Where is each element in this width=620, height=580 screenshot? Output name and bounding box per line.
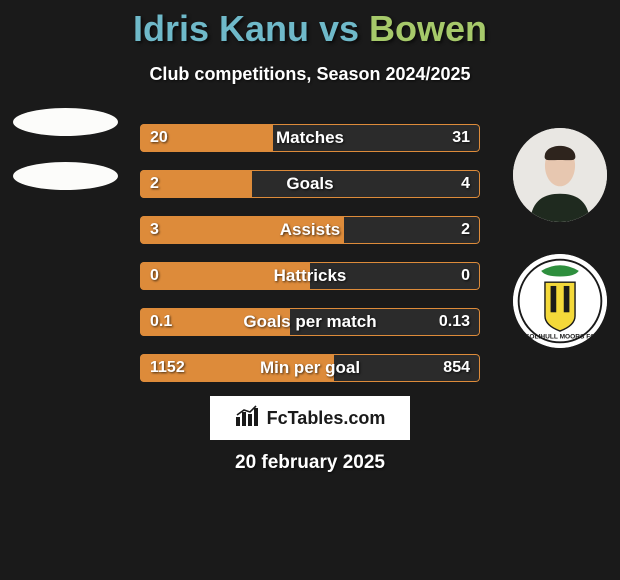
player2-photo [513, 128, 607, 222]
stat-label: Assists [140, 216, 480, 244]
stat-row: Goals2 4 [140, 170, 480, 198]
footer-date: 20 february 2025 [0, 452, 620, 474]
player1-photo-placeholder [13, 108, 118, 136]
player1-column [8, 108, 123, 216]
stat-row: Min per goal1152 854 [140, 354, 480, 382]
brand-text: FcTables.com [267, 408, 386, 429]
stat-value-right: 0.13 [439, 308, 470, 336]
stat-label: Hattricks [140, 262, 480, 290]
svg-text:SOLIHULL MOORS FC: SOLIHULL MOORS FC [525, 334, 595, 341]
stat-value-right: 4 [461, 170, 470, 198]
comparison-bars: Matches2031Goals24Assists32Hattricks00Go… [140, 124, 480, 400]
stat-label: Matches [140, 124, 480, 152]
brand-chart-icon [235, 405, 261, 432]
stat-value-left: 0.1 [150, 308, 172, 336]
stat-value-left: 20 [150, 124, 168, 152]
stat-value-right: 0 [461, 262, 470, 290]
title-vs: vs [309, 8, 369, 49]
player2-crest: SOLIHULL MOORS FC [513, 254, 607, 348]
comparison-title: Idris Kanu vs Bowen [0, 0, 620, 50]
stat-value-left: 1152 [150, 354, 185, 382]
player2-column: SOLIHULL MOORS FC [510, 128, 610, 348]
stat-row: Matches20 31 [140, 124, 480, 152]
subtitle: Club competitions, Season 2024/2025 [0, 64, 620, 85]
stat-row: Goals per match0.1 0.13 [140, 308, 480, 336]
stat-label: Goals [140, 170, 480, 198]
title-player2: Bowen [369, 8, 487, 49]
stat-value-right: 2 [461, 216, 470, 244]
stat-value-right: 31 [452, 124, 470, 152]
player1-crest-placeholder [13, 162, 118, 190]
stat-value-right: 854 [443, 354, 470, 382]
stat-value-left: 2 [150, 170, 159, 198]
stat-label: Min per goal [140, 354, 480, 382]
stat-label: Goals per match [140, 308, 480, 336]
stat-value-left: 0 [150, 262, 159, 290]
stat-row: Hattricks0 0 [140, 262, 480, 290]
stat-value-left: 3 [150, 216, 159, 244]
brand-badge: FcTables.com [210, 396, 410, 440]
title-player1: Idris Kanu [133, 8, 309, 49]
stat-row: Assists3 2 [140, 216, 480, 244]
